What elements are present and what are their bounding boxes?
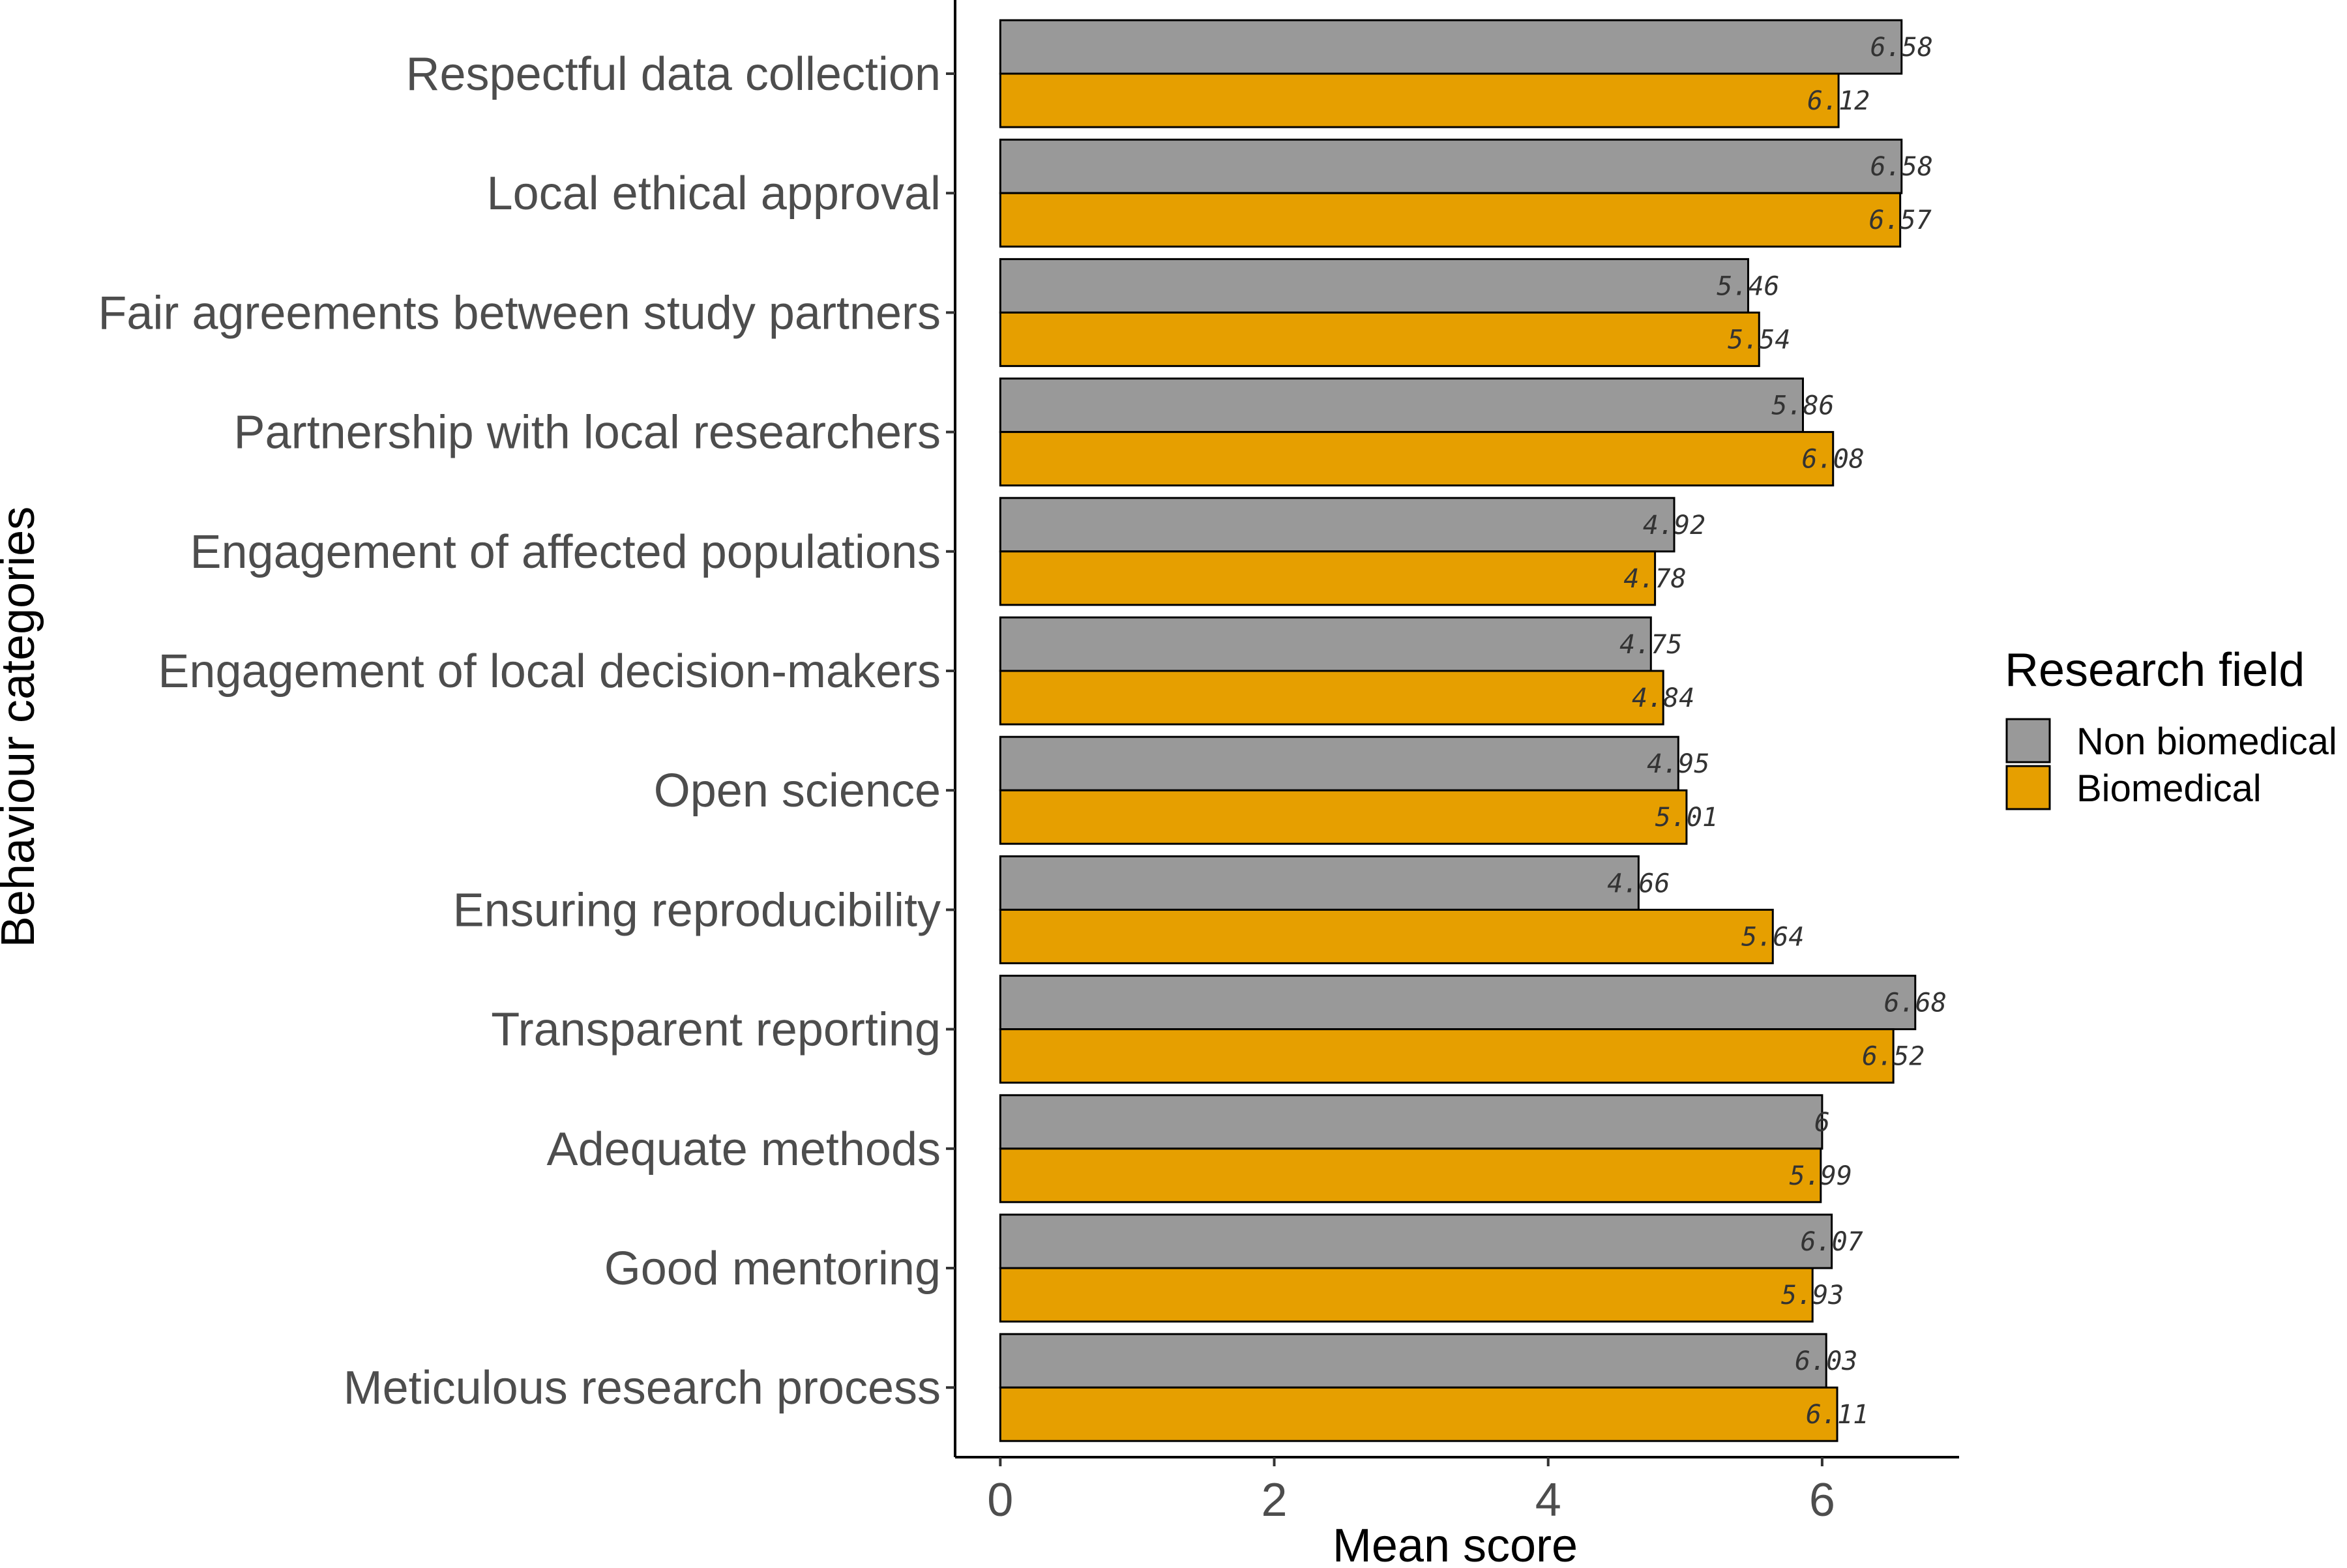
bar-biomedical xyxy=(999,72,1840,128)
value-label: 6.68 xyxy=(1884,988,1947,1018)
bar-non-biomedical xyxy=(999,855,1640,911)
bar-non-biomedical xyxy=(999,616,1652,672)
legend-label: Non biomedical xyxy=(2076,720,2337,763)
value-label: 4.78 xyxy=(1623,564,1686,594)
value-label: 4.75 xyxy=(1619,630,1682,660)
value-label: 5.99 xyxy=(1790,1161,1852,1191)
value-label: 5.64 xyxy=(1741,922,1804,952)
category-label: Local ethical approval xyxy=(487,168,941,220)
category-label: Engagement of local decision-makers xyxy=(158,645,941,698)
bar-biomedical xyxy=(999,311,1760,367)
value-label: 5.01 xyxy=(1655,803,1718,833)
bar-biomedical xyxy=(999,1028,1895,1084)
value-label: 6 xyxy=(1814,1108,1830,1138)
bar-non-biomedical xyxy=(999,258,1749,314)
bar-biomedical xyxy=(999,908,1774,964)
x-tick-label: 2 xyxy=(1261,1474,1287,1526)
bar-biomedical xyxy=(999,1386,1838,1442)
category-labels-layer: Respectful data collection Local ethical … xyxy=(98,48,941,1414)
value-label: 4.92 xyxy=(1643,510,1705,540)
x-axis-title: Mean score xyxy=(1333,1520,1578,1565)
bar-biomedical xyxy=(999,1147,1822,1204)
y-axis-title: Behaviour categories xyxy=(0,507,44,947)
value-label: 6.08 xyxy=(1802,445,1865,475)
bar-non-biomedical xyxy=(999,138,1903,194)
axes-layer xyxy=(946,0,1959,1458)
bar-non-biomedical xyxy=(999,735,1679,791)
category-label: Fair agreements between study partners xyxy=(98,287,941,339)
bar-biomedical xyxy=(999,192,1902,248)
category-label: Transparent reporting xyxy=(491,1004,941,1056)
value-label: 4.95 xyxy=(1647,749,1709,779)
category-label: Engagement of affected populations xyxy=(190,526,941,578)
category-label: Partnership with local researchers xyxy=(234,407,941,459)
value-label: 6.03 xyxy=(1795,1346,1857,1376)
value-label: 6.11 xyxy=(1806,1400,1868,1430)
value-label: 6.12 xyxy=(1807,86,1870,116)
value-label: 5.46 xyxy=(1717,271,1779,301)
value-label: 6.58 xyxy=(1870,33,1933,63)
category-label: Adequate methods xyxy=(547,1123,941,1176)
value-label: 5.86 xyxy=(1771,391,1834,421)
category-label: Respectful data collection xyxy=(406,48,941,100)
bar-non-biomedical xyxy=(999,377,1804,434)
bar-non-biomedical xyxy=(999,1333,1827,1389)
value-label: 4.84 xyxy=(1632,683,1694,713)
category-label: Good mentoring xyxy=(604,1243,941,1295)
legend-swatch-biomedical xyxy=(2005,765,2051,810)
bar-non-biomedical xyxy=(999,975,1917,1031)
value-label: 5.54 xyxy=(1728,325,1790,355)
bar-non-biomedical xyxy=(999,1094,1823,1150)
x-ticks-layer: 0 2 4 6 xyxy=(987,1457,1835,1526)
bar-non-biomedical xyxy=(999,19,1903,75)
bar-non-biomedical xyxy=(999,1213,1833,1269)
bar-biomedical xyxy=(999,789,1688,845)
bar-biomedical xyxy=(999,1267,1814,1323)
x-tick-label: 0 xyxy=(987,1474,1013,1526)
category-label: Ensuring reproducibility xyxy=(453,884,941,936)
legend-title: Research field xyxy=(2005,644,2305,696)
x-tick-label: 6 xyxy=(1809,1474,1835,1526)
bars-layer xyxy=(999,19,1917,1442)
legend-label: Biomedical xyxy=(2076,767,2262,810)
legend-swatch-non-biomedical xyxy=(2005,718,2051,763)
category-label: Open science xyxy=(654,765,941,817)
bar-biomedical xyxy=(999,670,1664,726)
bar-biomedical xyxy=(999,431,1835,487)
bar-non-biomedical xyxy=(999,497,1675,553)
value-label: 4.66 xyxy=(1607,868,1670,898)
value-label: 6.58 xyxy=(1870,152,1933,182)
value-label: 6.07 xyxy=(1800,1227,1863,1257)
value-labels-layer: 6.586.126.586.575.465.545.866.084.924.78… xyxy=(1607,33,1947,1430)
value-label: 5.93 xyxy=(1781,1280,1844,1310)
x-tick-label: 4 xyxy=(1535,1474,1561,1526)
value-label: 6.57 xyxy=(1868,205,1931,235)
category-label: Meticulous research process xyxy=(344,1362,941,1414)
value-label: 6.52 xyxy=(1862,1042,1925,1072)
bar-biomedical xyxy=(999,550,1657,606)
